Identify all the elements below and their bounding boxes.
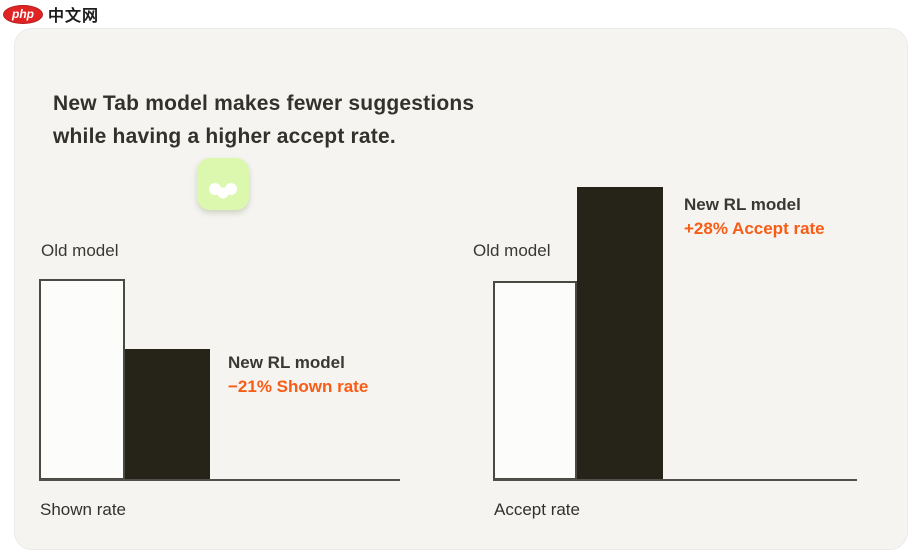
- x-axis-label-accept: Accept rate: [494, 500, 580, 519]
- new-model-bar-accept: [577, 187, 663, 480]
- annotation-change-label-shown: −21% Shown rate: [228, 377, 369, 396]
- chart-title: New Tab model makes fewer suggestions wh…: [53, 87, 593, 153]
- annotation-model-label-shown: New RL model: [228, 353, 345, 372]
- site-logo-text: 中文网: [48, 8, 100, 25]
- annotation-model-label-accept: New RL model: [684, 195, 801, 214]
- old-model-bar-shown: [39, 279, 125, 480]
- old-model-label-accept: Old model: [473, 241, 551, 260]
- tab-model-app-icon: [197, 158, 249, 210]
- x-axis-accept: [493, 479, 857, 481]
- site-logo[interactable]: php 中文网: [3, 2, 99, 26]
- accept-rate-plot: [493, 187, 857, 480]
- php-logo-icon: php: [3, 4, 43, 24]
- chart-title-line-2: while having a higher accept rate.: [53, 125, 396, 148]
- accept-rate-annotation: New RL model +28% Accept rate: [684, 193, 825, 241]
- shown-rate-plot: [39, 279, 400, 480]
- x-axis-label-shown: Shown rate: [40, 500, 126, 519]
- chart-title-line-1: New Tab model makes fewer suggestions: [53, 92, 475, 115]
- new-model-bar-shown: [125, 349, 210, 480]
- shown-rate-annotation: New RL model −21% Shown rate: [228, 351, 368, 399]
- three-dots-glyph-icon: [209, 183, 237, 199]
- old-model-label-shown: Old model: [41, 241, 119, 260]
- old-model-bar-accept: [493, 280, 577, 480]
- annotation-change-label-accept: +28% Accept rate: [684, 219, 825, 238]
- x-axis-shown: [39, 479, 400, 481]
